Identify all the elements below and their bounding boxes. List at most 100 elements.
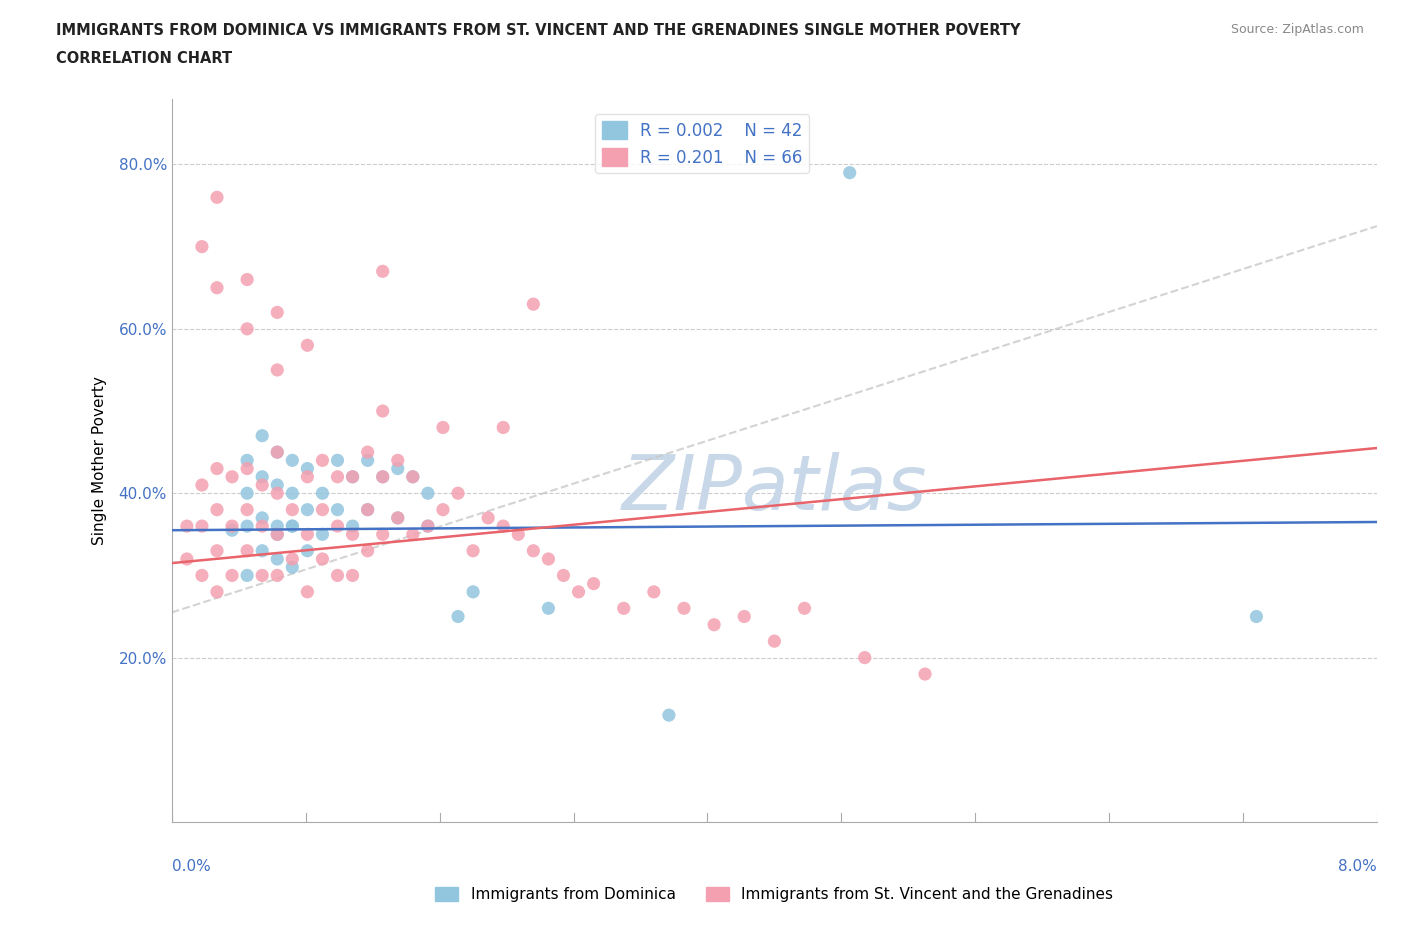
Point [266,445,288,459]
Point [311,527,333,542]
Point [236,485,259,500]
Point [250,478,273,493]
Point [477,511,499,525]
Point [402,527,425,542]
Point [297,338,319,352]
Point [266,527,288,542]
Point [356,543,378,558]
Y-axis label: Single Mother Poverty: Single Mother Poverty [93,376,107,545]
Point [371,527,394,542]
Point [461,543,484,558]
Point [416,485,439,500]
Point [176,519,198,534]
Point [205,190,228,205]
Legend: R = 0.002    N = 42, R = 0.201    N = 66: R = 0.002 N = 42, R = 0.201 N = 66 [595,114,808,173]
Text: Source: ZipAtlas.com: Source: ZipAtlas.com [1230,23,1364,36]
Point [266,519,288,534]
Point [342,527,364,542]
Point [236,543,259,558]
Point [371,264,394,279]
Point [763,633,786,648]
Point [703,618,725,632]
Point [221,523,243,538]
Point [281,485,304,500]
Point [371,470,394,485]
Point [853,650,876,665]
Point [236,461,259,476]
Point [266,551,288,566]
Point [266,363,288,378]
Point [356,502,378,517]
Point [221,519,243,534]
Point [371,470,394,485]
Text: 0.0%: 0.0% [172,859,211,874]
Point [266,445,288,459]
Point [205,543,228,558]
Point [371,404,394,418]
Point [356,502,378,517]
Point [221,470,243,485]
Point [672,601,695,616]
Text: IMMIGRANTS FROM DOMINICA VS IMMIGRANTS FROM ST. VINCENT AND THE GRENADINES SINGL: IMMIGRANTS FROM DOMINICA VS IMMIGRANTS F… [56,23,1021,38]
Point [250,519,273,534]
Point [1246,609,1268,624]
Point [432,420,454,435]
Point [236,453,259,468]
Point [643,584,665,599]
Point [297,527,319,542]
Point [311,502,333,517]
Point [387,461,409,476]
Point [311,551,333,566]
Point [236,568,259,583]
Point [250,568,273,583]
Point [326,453,349,468]
Point [281,551,304,566]
Point [356,445,378,459]
Point [387,453,409,468]
Point [297,470,319,485]
Point [266,568,288,583]
Point [191,519,214,534]
Point [281,560,304,575]
Point [447,609,470,624]
Point [205,461,228,476]
Text: 8.0%: 8.0% [1339,859,1376,874]
Point [297,461,319,476]
Point [221,568,243,583]
Point [553,568,575,583]
Point [537,551,560,566]
Point [236,322,259,337]
Point [326,470,349,485]
Point [492,420,515,435]
Point [432,502,454,517]
Point [447,485,470,500]
Point [914,667,936,682]
Point [205,584,228,599]
Point [342,568,364,583]
Point [281,502,304,517]
Point [582,577,605,591]
Text: CORRELATION CHART: CORRELATION CHART [56,51,232,66]
Point [281,519,304,534]
Point [297,543,319,558]
Point [191,478,214,493]
Point [326,502,349,517]
Point [537,601,560,616]
Point [250,428,273,443]
Point [236,272,259,287]
Point [492,519,515,534]
Point [342,519,364,534]
Point [522,297,544,312]
Point [266,305,288,320]
Point [658,708,681,723]
Point [838,166,860,180]
Point [266,478,288,493]
Point [326,568,349,583]
Point [205,280,228,295]
Point [297,502,319,517]
Point [191,239,214,254]
Point [297,584,319,599]
Point [461,584,484,599]
Point [508,527,530,542]
Point [416,519,439,534]
